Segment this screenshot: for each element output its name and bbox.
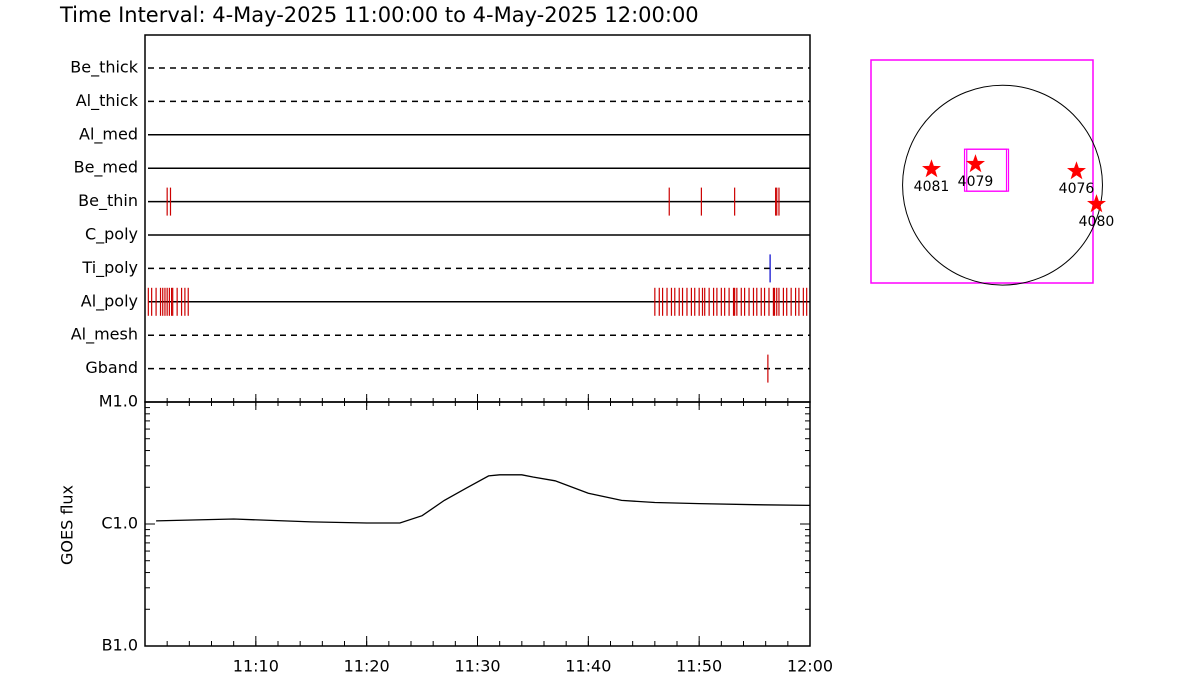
x-tick-label: 11:40: [565, 657, 611, 676]
row-label: Ti_poly: [81, 258, 138, 278]
y-axis-label: GOES flux: [58, 485, 77, 565]
y-tick-label: C1.0: [101, 514, 138, 533]
row-label: Be_med: [74, 158, 138, 178]
x-tick-label: 11:10: [233, 657, 279, 676]
goes-line: [156, 474, 811, 524]
row-label: Al_mesh: [71, 325, 138, 345]
x-tick-label: 11:50: [676, 657, 722, 676]
fov-box: [966, 148, 1010, 192]
region-label: 4079: [958, 174, 994, 190]
region-label: 4076: [1059, 181, 1095, 197]
chart-title: Time Interval: 4-May-2025 11:00:00 to 4-…: [59, 3, 699, 27]
region-marker: [922, 159, 941, 178]
row-label: Gband: [85, 358, 138, 377]
region-label: 4081: [914, 179, 950, 195]
y-tick-label: B1.0: [102, 636, 138, 655]
row-label: Al_thick: [76, 91, 139, 111]
solar-limb: [902, 84, 1103, 286]
row-label: C_poly: [85, 225, 138, 245]
row-label: Al_poly: [81, 291, 138, 311]
region-marker: [966, 154, 985, 173]
region-label: 4080: [1079, 214, 1115, 230]
region-marker: [1067, 161, 1086, 180]
row-label: Be_thick: [70, 58, 138, 78]
x-tick-label: 11:20: [344, 657, 390, 676]
region-marker: [1087, 194, 1106, 213]
row-label: Al_med: [79, 124, 138, 144]
y-tick-label: M1.0: [99, 392, 138, 411]
row-label: Be_thin: [78, 191, 138, 211]
x-tick-label: 11:30: [454, 657, 500, 676]
x-tick-label: 12:00: [787, 657, 833, 676]
